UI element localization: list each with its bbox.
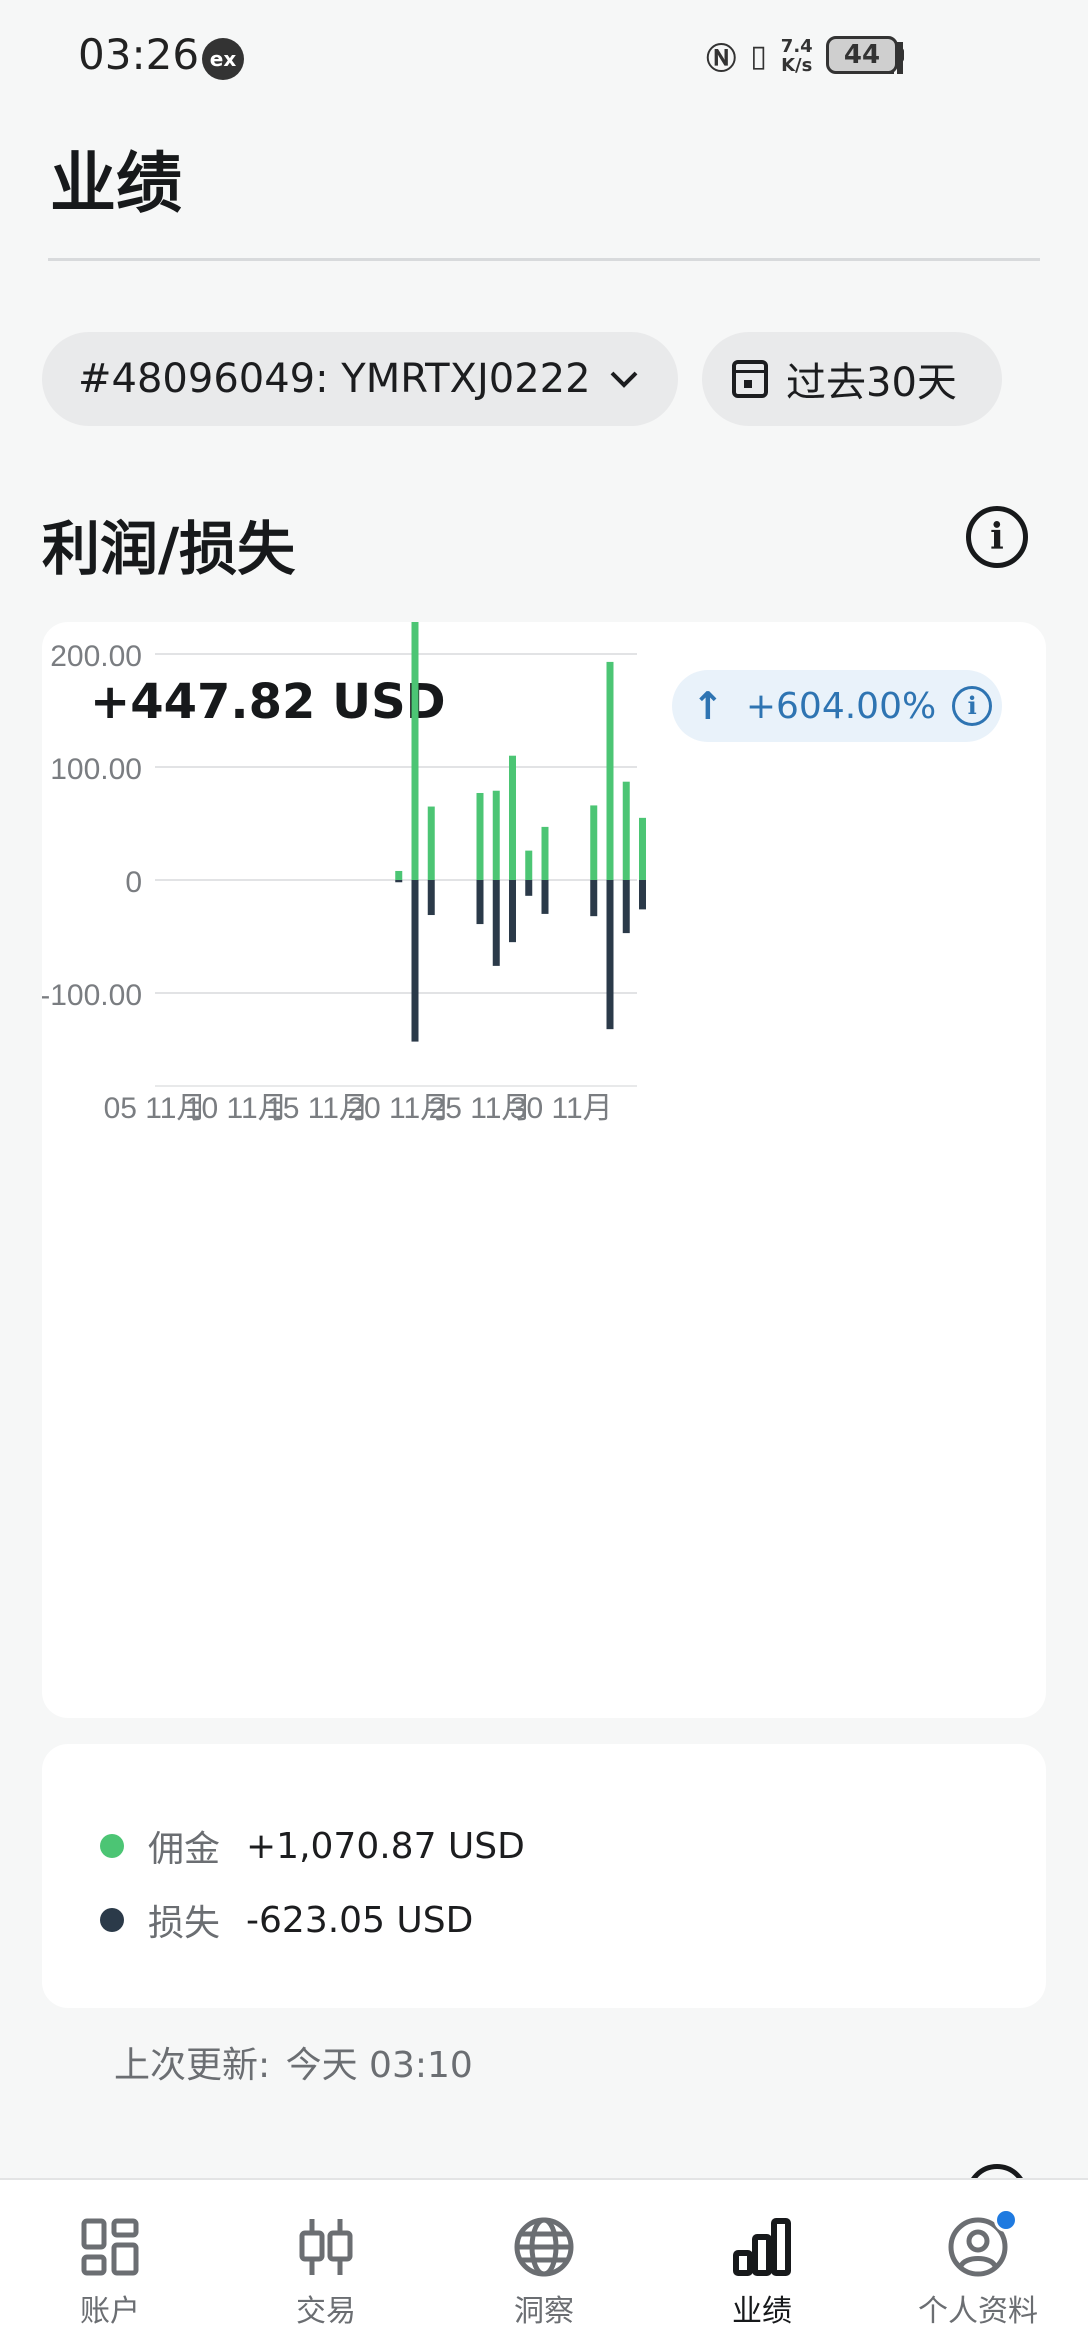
legend-dot-loss xyxy=(100,1908,124,1932)
nav-label-insights: 洞察 xyxy=(514,2294,574,2329)
nav-tab-trade[interactable]: 交易 xyxy=(246,2214,406,2330)
info-small-icon: i xyxy=(952,686,993,726)
legend-item-commission: 佣金 +1,070.87 USD xyxy=(100,1820,525,1872)
period-selector-label: 过去30天 xyxy=(786,360,957,406)
legend-dot-commission xyxy=(100,1834,124,1858)
loss-bar xyxy=(492,880,500,966)
commission-bar xyxy=(622,781,630,880)
change-percent: +604.00% xyxy=(745,685,937,727)
x-tick-label: 10 11月 xyxy=(185,1092,288,1125)
legend-label-commission: 佣金 xyxy=(148,1829,221,1870)
commission-bar xyxy=(411,622,419,880)
loss-bar xyxy=(509,880,516,943)
loss-bar xyxy=(525,880,533,896)
commission-bar xyxy=(427,806,435,880)
loss-bar xyxy=(590,880,598,917)
nav-label-account: 账户 xyxy=(80,2294,140,2329)
y-tick-label: 100.00 xyxy=(50,753,142,786)
legend-card: 佣金 +1,070.87 USD 损失 -623.05 USD xyxy=(42,1744,1046,2008)
legend-value-loss: -623.05 USD xyxy=(246,1899,474,1941)
loss-bar xyxy=(606,880,614,1030)
profile-icon xyxy=(898,2208,1058,2280)
ex-badge-icon: ex xyxy=(202,38,244,80)
y-tick-label: -100.00 xyxy=(42,979,142,1012)
vibrate-icon: ▯ xyxy=(750,38,767,74)
pnl-chart-card: +447.82 USD ↑ +604.00% i 200.00 100.00 0 -1… xyxy=(42,622,1046,1718)
commission-bar xyxy=(492,790,500,880)
nav-tab-profile[interactable]: 个人资料 xyxy=(898,2208,1058,2330)
header-divider xyxy=(48,258,1040,261)
chevron-down-icon xyxy=(609,362,639,397)
x-tick-label: 25 11月 xyxy=(429,1092,532,1125)
account-selector[interactable]: #48096049: YMRTXJ0222 xyxy=(42,332,678,426)
loss-bar xyxy=(622,880,630,934)
calendar-icon xyxy=(732,360,768,398)
nav-label-performance: 业绩 xyxy=(732,2294,792,2329)
net-speed: 7.4 K/s xyxy=(781,37,813,75)
legend-item-loss: 损失 -623.05 USD xyxy=(100,1894,473,1946)
legend-value-commission: +1,070.87 USD xyxy=(246,1825,525,1867)
section-title-pnl: 利润/损失 xyxy=(42,515,296,583)
commission-bar xyxy=(606,661,614,880)
last-update-label: 上次更新: xyxy=(114,2045,271,2086)
nav-label-trade: 交易 xyxy=(296,2294,356,2329)
commission-bar xyxy=(509,755,516,880)
loss-bar xyxy=(639,880,646,910)
last-update-value: 今天 03:10 xyxy=(285,2045,473,2086)
arrow-up-icon: ↑ xyxy=(692,684,724,728)
x-tick-label: 05 11月 xyxy=(104,1092,207,1125)
commission-bar xyxy=(395,870,403,880)
account-selector-label: #48096049: YMRTXJ0222 xyxy=(78,356,591,402)
next-section-icon xyxy=(966,2164,1028,2184)
loss-bar xyxy=(395,880,403,883)
page-title: 业绩 xyxy=(50,145,182,222)
legend-label-loss: 损失 xyxy=(148,1903,221,1944)
info-icon[interactable]: i xyxy=(966,506,1028,568)
pnl-total: +447.82 USD xyxy=(90,674,446,730)
loss-bar xyxy=(476,880,484,925)
bottom-nav: 账户 交易 洞察 业绩 xyxy=(0,2178,1088,2348)
candlestick-icon xyxy=(246,2214,406,2280)
loss-bar xyxy=(427,880,435,916)
nav-tab-performance[interactable]: 业绩 xyxy=(682,2214,842,2330)
y-tick-label: 200.00 xyxy=(50,640,142,673)
nav-tab-account[interactable]: 账户 xyxy=(30,2214,190,2330)
y-tick-label: 0 xyxy=(125,866,142,899)
loss-bar xyxy=(541,880,549,914)
notification-badge xyxy=(994,2208,1018,2232)
commission-bar xyxy=(476,792,484,880)
x-tick-label: 30 11月 xyxy=(510,1092,613,1125)
net-speed-unit: K/s xyxy=(781,55,813,76)
commission-bar xyxy=(590,805,598,880)
battery-tip xyxy=(898,48,904,62)
last-update: 上次更新: 今天 03:10 xyxy=(114,2036,477,2088)
nav-label-profile: 个人资料 xyxy=(918,2294,1038,2329)
bar-chart-icon xyxy=(682,2214,842,2280)
period-selector[interactable]: 过去30天 xyxy=(702,332,1002,426)
change-badge[interactable]: ↑ +604.00% i xyxy=(672,670,1002,742)
x-tick-label: 20 11月 xyxy=(347,1092,450,1125)
dashboard-icon xyxy=(30,2214,190,2280)
commission-bar xyxy=(639,817,646,880)
status-time: 03:26 xyxy=(78,30,200,79)
nfc-icon: Ⓝ xyxy=(706,42,737,77)
commission-bar xyxy=(541,826,549,880)
globe-icon xyxy=(464,2214,624,2280)
commission-bar xyxy=(525,850,533,880)
nav-tab-insights[interactable]: 洞察 xyxy=(464,2214,624,2330)
x-tick-label: 15 11月 xyxy=(266,1092,369,1125)
net-speed-value: 7.4 xyxy=(780,36,813,57)
status-bar: 03:26 ex Ⓝ ▯ 7.4 K/s 5G 44 xyxy=(0,0,1088,110)
battery-indicator: 44 xyxy=(826,36,898,74)
loss-bar xyxy=(411,880,419,1042)
